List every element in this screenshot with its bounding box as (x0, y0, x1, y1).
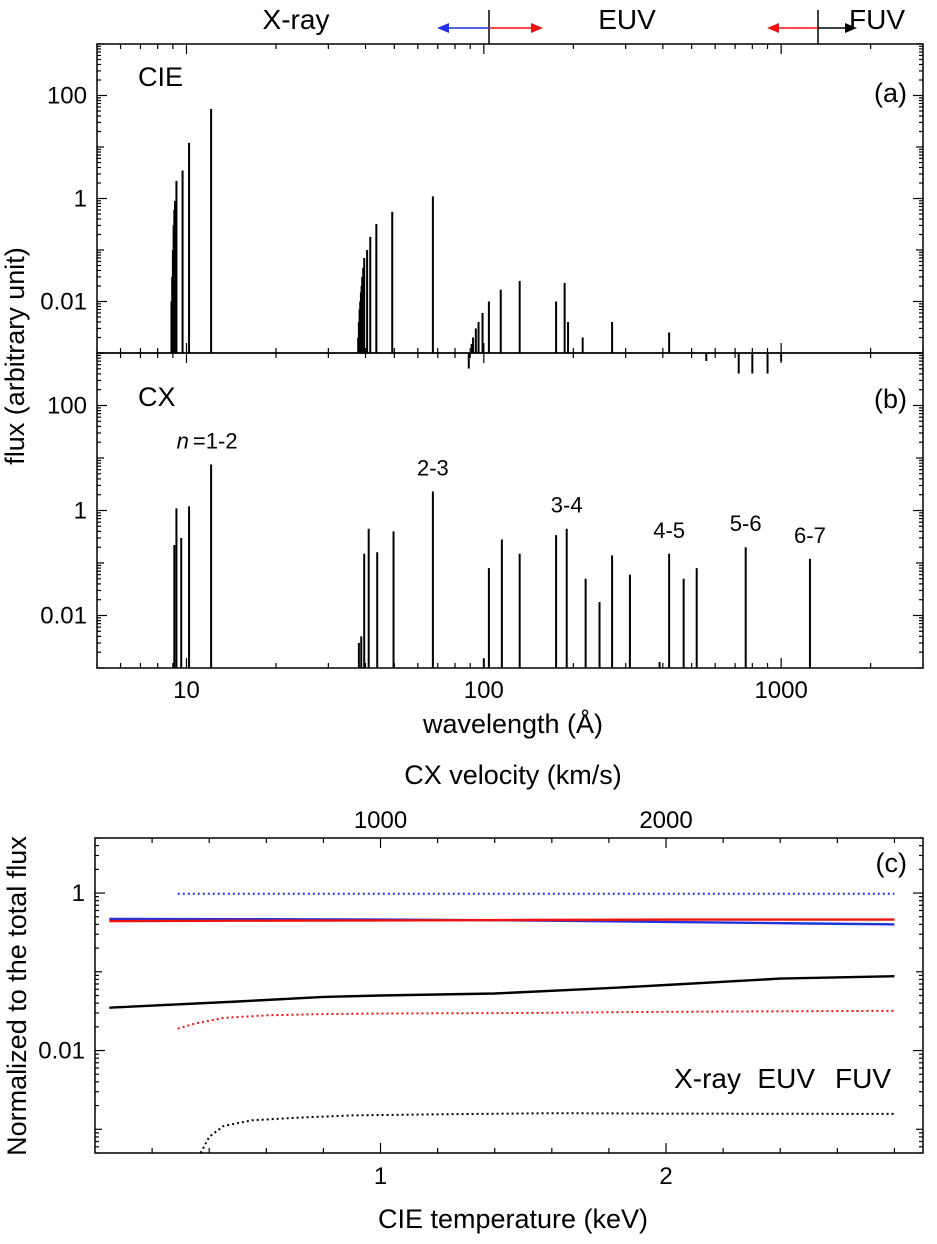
panel-a-name: CIE (138, 62, 183, 92)
panel-b-transition-label: 6-7 (794, 523, 826, 548)
series-cie-fuv (109, 975, 895, 1009)
panel-c-x-tick-label: 2 (659, 1163, 672, 1190)
panel-a-y-tick-label: 1 (74, 186, 87, 213)
arrow-euv-right-icon (489, 23, 543, 33)
band-header-xray: X-ray (263, 4, 330, 35)
legend-fuv: FUV (835, 1063, 891, 1094)
panel-c-top-tick-label: 1000 (354, 807, 407, 834)
panel-b-transition-label: 5-6 (730, 511, 762, 536)
panel-c-axes: 1 2 1000 2000 0.01 1 (38, 807, 924, 1190)
panel-b-y-tick-label: 100 (47, 393, 87, 420)
panel-c-x-tick-label: 1 (374, 1163, 387, 1190)
panel-b-x-tick-label: 100 (464, 677, 504, 704)
arrow-xray-left-icon (437, 23, 489, 33)
panel-b-frame (96, 352, 924, 669)
band-header: X-ray EUV FUV (263, 4, 905, 44)
panel-c-top-axis-title: CX velocity (km/s) (404, 760, 622, 790)
panel-b-line-marks (173, 464, 811, 668)
panel-c-y-axis-title: Normalized to the total flux (2, 836, 32, 1156)
arrow-fuv-right-icon (818, 23, 857, 33)
transition-label-eq: = (193, 429, 206, 454)
panel-b-transition-label: 2-3 (417, 456, 449, 481)
panel-a-cie: 0.01 1 100 CIE (a) (40, 43, 924, 374)
panel-b-transition-label: n =1-2 (177, 429, 238, 454)
panel-b-cx: 0.01 1 100 10 100 1000 n =1-2 2-3 3-4 4-5 5-6 6-7 C… (40, 352, 924, 704)
panel-c-series (109, 892, 895, 1154)
panel-c-y-tick-label: 0.01 (38, 1038, 85, 1065)
panel-b-y-tick-label: 0.01 (40, 603, 87, 630)
panel-c-tag: (c) (876, 848, 907, 878)
panel-b-y-tick-label: 1 (74, 498, 87, 525)
panel-c-y-tick-label: 1 (72, 880, 85, 907)
panel-c-x-axis-title: CIE temperature (keV) (378, 1204, 648, 1234)
panel-a-frame (96, 43, 924, 354)
panel-c-legend: X-ray EUV FUV (674, 1063, 891, 1094)
series-cie-euv (109, 918, 895, 923)
panel-b-transition-label: 4-5 (653, 518, 685, 543)
panel-c-fractions: 1 2 1000 2000 0.01 1 CX velocity (km/s) CIE t… (2, 760, 924, 1234)
transition-label-quantum-symbol: n (177, 429, 189, 454)
panel-a-line-marks (170, 108, 783, 374)
panel-ab-y-axis-title: flux (arbitrary unit) (0, 247, 30, 465)
legend-euv: EUV (757, 1063, 815, 1094)
panel-b-transition-label: 3-4 (551, 493, 583, 518)
panel-a-y-tick-label: 100 (47, 83, 87, 110)
panel-a-tag: (a) (874, 78, 907, 108)
panel-b-x-tick-label: 1000 (754, 677, 807, 704)
series-cx-euv (177, 1009, 895, 1030)
panel-a-y-tick-label: 0.01 (40, 289, 87, 316)
legend-xray: X-ray (674, 1063, 741, 1094)
panel-b-axes: 0.01 1 100 10 100 1000 (40, 352, 924, 704)
series-cx-fuv (199, 1112, 895, 1154)
transition-label-value: 1-2 (206, 429, 238, 454)
band-header-euv: EUV (598, 4, 656, 35)
panel-b-tag: (b) (874, 384, 907, 414)
panel-b-x-tick-label: 10 (173, 677, 200, 704)
panel-b-x-axis-title: wavelength (Å) (422, 708, 603, 739)
panel-b-name: CX (138, 382, 176, 412)
panel-c-frame (94, 837, 924, 1154)
arrow-euv-left-icon (767, 23, 818, 33)
panel-b-transition-labels: n =1-2 2-3 3-4 4-5 5-6 6-7 (177, 429, 826, 548)
panel-c-top-tick-label: 2000 (639, 807, 692, 834)
band-header-fuv: FUV (849, 4, 905, 35)
